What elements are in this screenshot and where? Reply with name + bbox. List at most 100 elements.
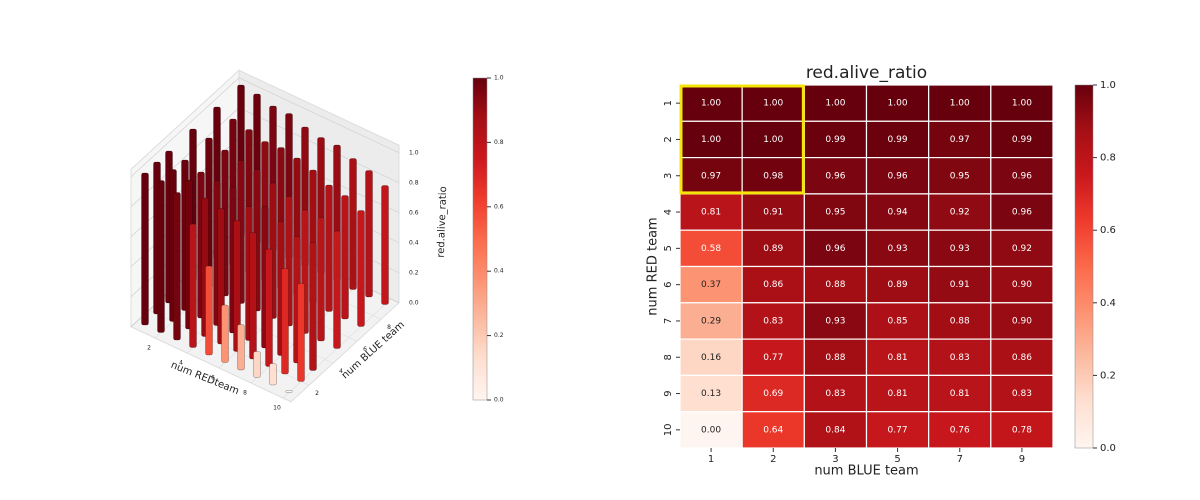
y-tick-label: 4 <box>663 209 674 215</box>
bar-3d <box>269 363 277 386</box>
cell-label: 1.00 <box>763 99 783 109</box>
x-axis-label: num BLUE team <box>814 464 918 479</box>
heatmap-cell <box>990 120 1054 159</box>
colorbar-tick-label: 0.8 <box>1100 153 1116 164</box>
z-grid-line <box>130 77 400 177</box>
bar-3d <box>141 172 149 326</box>
cell-label: 0.93 <box>888 244 908 254</box>
z-axis-label: red.alive_ratio <box>436 186 449 258</box>
heatmap-cell <box>741 157 805 195</box>
x-tick-label: 8 <box>243 390 247 397</box>
cell-label: 0.90 <box>1012 316 1032 326</box>
bar-3d <box>357 210 365 327</box>
colorbar <box>472 77 488 401</box>
cell-label: 1.00 <box>701 135 721 145</box>
cell-label: 0.86 <box>1012 353 1032 363</box>
colorbar-tick-label: 0.6 <box>1100 225 1116 236</box>
heatmap-cell <box>865 120 930 159</box>
cell-label: 1.00 <box>701 99 721 109</box>
highlight-box <box>679 84 805 195</box>
heatmap-cell <box>803 338 868 377</box>
heatmap-cell <box>990 302 1054 340</box>
heatmap-cell <box>803 411 868 449</box>
x-tick-label: 3 <box>832 454 838 465</box>
bar-3d <box>309 242 317 371</box>
heatmap-cell <box>865 374 930 413</box>
y-tick-label: 8 <box>663 354 674 360</box>
bar-3d <box>253 351 261 378</box>
cell-label: 0.13 <box>701 389 721 399</box>
cell-label: 0.00 <box>701 425 721 435</box>
cell-label: 0.97 <box>701 171 721 181</box>
x-tick-label: 9 <box>1019 454 1025 465</box>
x-tick-label: 7 <box>957 454 963 465</box>
cell-label: 1.00 <box>825 99 845 109</box>
heatmap-cell <box>990 193 1054 231</box>
bar-3d <box>325 184 333 312</box>
colorbar-tick-label: 0.4 <box>1100 298 1116 309</box>
y-tick-label: 6 <box>663 281 674 287</box>
y-tick-label: 4 <box>339 368 343 375</box>
colorbar-tick-label: 1.0 <box>1100 80 1116 91</box>
bar-3d <box>341 195 349 320</box>
cell-label: 0.96 <box>825 244 845 254</box>
cell-label: 0.95 <box>825 208 845 218</box>
bar-3d <box>205 265 213 356</box>
x-tick-label: 6 <box>211 375 215 382</box>
heatmap-cell <box>990 157 1054 195</box>
cell-label: 0.93 <box>825 316 845 326</box>
x-tick-label: 10 <box>273 405 281 412</box>
x-tick-label: 2 <box>770 454 776 465</box>
heatmap-cell <box>928 265 992 304</box>
cell-label: 0.97 <box>950 135 970 145</box>
cell-label: 0.76 <box>950 425 970 435</box>
cell-label: 0.58 <box>701 244 721 254</box>
cell-label: 0.29 <box>701 316 721 326</box>
bar-3d <box>249 232 257 360</box>
bar-3d <box>173 192 181 341</box>
colorbar-tick-label: 0.4 <box>494 268 504 275</box>
cell-label: 0.83 <box>763 316 783 326</box>
heatmap-cell <box>990 411 1054 449</box>
x-tick-label: 5 <box>894 454 900 465</box>
cell-label: 0.95 <box>950 171 970 181</box>
cell-label: 0.92 <box>950 208 970 218</box>
cell-label: 0.99 <box>1012 135 1032 145</box>
cell-label: 0.89 <box>888 280 908 290</box>
cell-label: 0.94 <box>888 208 908 218</box>
heatmap-cell <box>928 120 992 159</box>
cell-label: 1.00 <box>1012 99 1032 109</box>
colorbar-tick-label: 0.0 <box>1100 443 1116 454</box>
bar-3d <box>285 390 293 393</box>
y-tick-label: 10 <box>663 423 674 436</box>
cell-label: 0.81 <box>950 389 970 399</box>
cell-label: 0.99 <box>825 135 845 145</box>
bar-3d <box>349 158 357 290</box>
cell-label: 0.88 <box>825 280 845 290</box>
cell-label: 0.77 <box>763 353 783 363</box>
cell-label: 0.90 <box>1012 280 1032 290</box>
cell-label: 0.77 <box>888 425 908 435</box>
cell-label: 0.89 <box>763 244 783 254</box>
cell-label: 0.78 <box>1012 425 1032 435</box>
y-tick-label: 1 <box>663 100 674 106</box>
heatmap-cell <box>741 302 805 340</box>
y-tick-label: 7 <box>663 318 674 324</box>
cell-label: 0.99 <box>888 135 908 145</box>
heatmap-cell <box>990 265 1054 304</box>
heatmap-cell <box>741 374 805 413</box>
z-tick-label: 0.2 <box>409 269 419 276</box>
cell-label: 1.00 <box>888 99 908 109</box>
cell-label: 1.00 <box>950 99 970 109</box>
heatmap-cell <box>865 338 930 377</box>
cell-label: 0.96 <box>888 171 908 181</box>
heatmap-cell <box>990 374 1054 413</box>
cell-label: 0.37 <box>701 280 721 290</box>
heatmap-cell <box>990 229 1054 268</box>
heatmap-cell <box>741 411 805 449</box>
cell-label: 0.81 <box>888 353 908 363</box>
heatmap-cell <box>803 265 868 304</box>
cell-label: 0.88 <box>950 316 970 326</box>
x-tick-label: 1 <box>708 454 714 465</box>
x-tick-label: 4 <box>179 360 183 367</box>
